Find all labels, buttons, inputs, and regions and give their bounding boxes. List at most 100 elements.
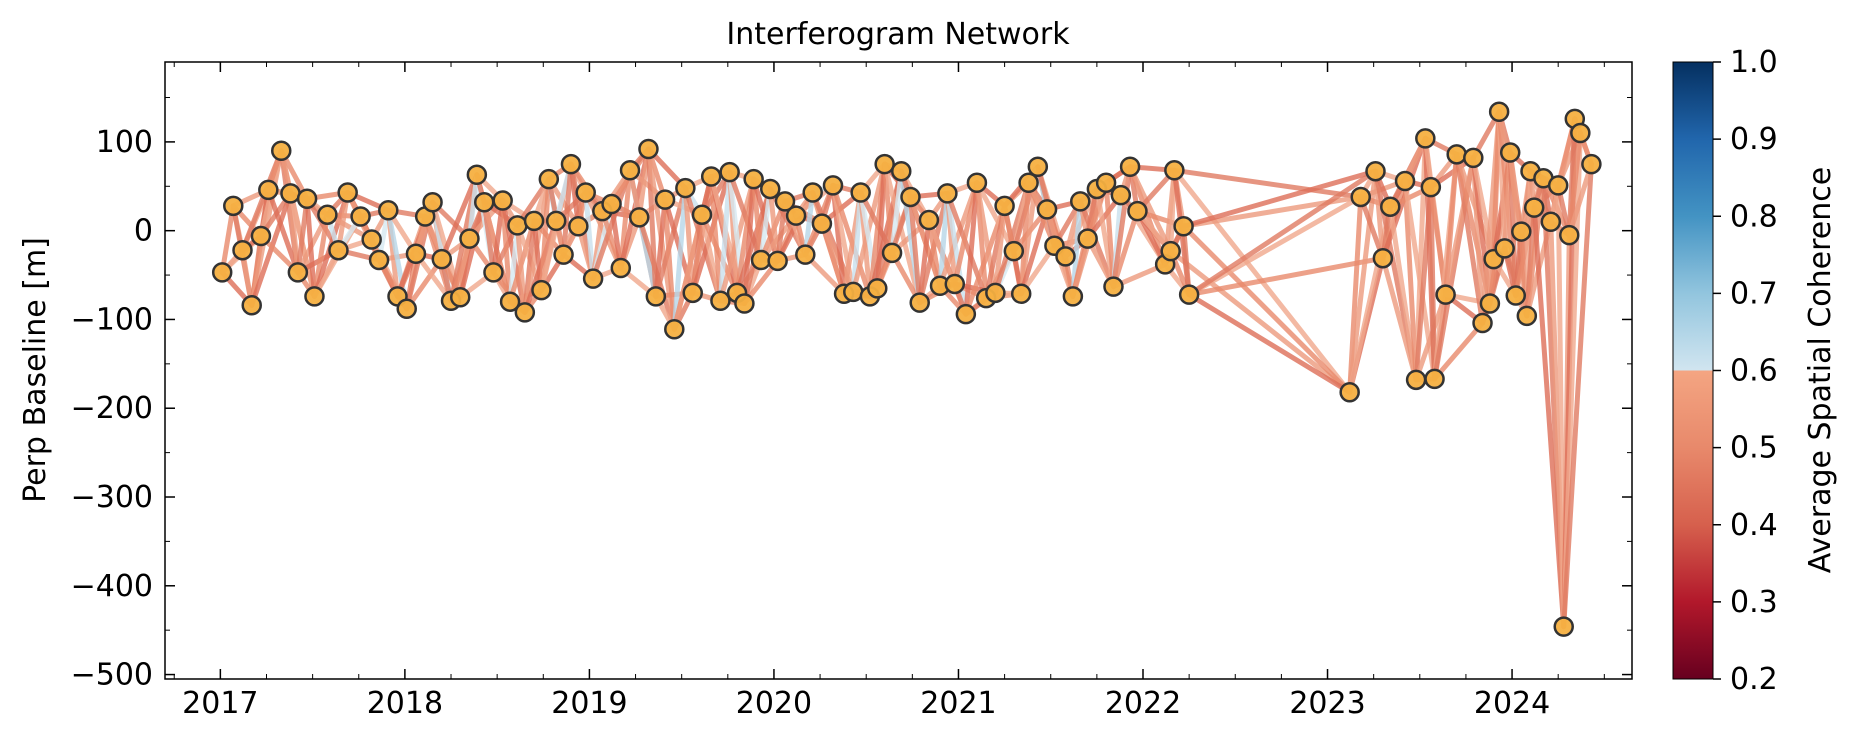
interferogram-link <box>1181 223 1353 395</box>
interferogram-link <box>653 197 668 299</box>
colorbar-tick-label: 0.2 <box>1730 662 1778 697</box>
acquisition-point <box>1559 224 1580 246</box>
acquisition-point <box>628 207 650 228</box>
acquisition-point <box>1036 199 1058 220</box>
acquisition-point <box>654 189 676 210</box>
acquisition-point <box>296 188 318 209</box>
acquisition-point <box>553 244 574 265</box>
acquisition-point <box>743 168 764 190</box>
acquisition-point <box>449 287 471 308</box>
interferogram-link <box>304 196 317 299</box>
acquisition-point <box>1581 153 1602 175</box>
acquisition-point <box>368 249 390 271</box>
acquisition-point <box>350 206 371 227</box>
acquisition-point <box>675 177 696 199</box>
interferogram-link <box>874 161 888 291</box>
acquisition-point <box>1365 160 1386 182</box>
interferogram-link <box>758 186 773 263</box>
interferogram-link <box>561 161 574 258</box>
x-axis-ticks: 2017 2018 2019 2020 2021 2022 2023 2024 <box>173 62 1605 721</box>
acquisition-point <box>1435 284 1456 305</box>
acquisition-point <box>531 279 552 301</box>
acquisition-point <box>258 179 279 201</box>
acquisition-point <box>1070 191 1091 212</box>
y-tick-label: 100 <box>96 125 153 160</box>
interferogram-link <box>751 176 764 263</box>
acquisition-point <box>691 204 713 225</box>
acquisition-point <box>1424 368 1445 390</box>
acquisition-point <box>795 244 816 265</box>
acquisition-point <box>700 166 722 187</box>
interferogram-link <box>1181 168 1379 229</box>
x-tick-label: 2024 <box>1474 686 1550 721</box>
acquisition-point <box>1178 284 1200 305</box>
acquisition-point <box>1516 305 1538 327</box>
interferogram-link <box>1428 184 1438 382</box>
acquisition-point <box>1103 276 1124 297</box>
interferogram-link <box>671 185 688 332</box>
acquisition-point <box>538 168 560 190</box>
acquisition-point <box>507 215 528 236</box>
acquisition-point <box>1350 186 1371 208</box>
acquisition-point <box>317 204 338 225</box>
acquisition-point <box>874 153 895 175</box>
interferogram-link <box>963 180 980 317</box>
acquisition-point <box>271 140 292 162</box>
interferogram-link <box>767 186 781 264</box>
acquisition-point <box>1339 382 1360 403</box>
acquisition-point <box>638 138 659 160</box>
colorbar-tick-label: 1.0 <box>1730 45 1778 80</box>
acquisition-point <box>1010 283 1032 304</box>
acquisition-point <box>396 298 417 320</box>
interferogram-link <box>1110 164 1133 290</box>
acquisition-point <box>241 294 262 316</box>
acquisition-point <box>850 182 871 203</box>
acquisition-point <box>378 200 399 221</box>
interferogram-link <box>583 190 596 282</box>
y-tick-label: −400 <box>71 569 153 604</box>
acquisition-point <box>881 242 903 264</box>
acquisition-point <box>900 186 921 208</box>
interferogram-link <box>1103 180 1116 290</box>
interferogram-link <box>850 190 864 295</box>
y-tick-label: −500 <box>71 658 153 693</box>
acquisition-point <box>473 192 495 213</box>
colorbar-tick-label: 0.8 <box>1730 199 1778 234</box>
colorbar-tick-label: 0.6 <box>1730 354 1778 389</box>
acquisition-point <box>575 182 596 203</box>
acquisition-point <box>710 290 731 312</box>
acquisition-points <box>211 101 1602 637</box>
interferogram-link <box>1186 255 1386 298</box>
acquisition-point <box>499 291 521 312</box>
acquisition-point <box>918 209 940 231</box>
colorbar <box>1672 61 1714 680</box>
acquisition-point <box>280 183 301 204</box>
colorbar-tick-label: 0.5 <box>1730 431 1778 466</box>
plot-frame <box>164 61 1633 680</box>
acquisition-point <box>1547 175 1569 196</box>
interferogram-link <box>609 201 624 271</box>
acquisition-point <box>867 278 888 299</box>
acquisition-point <box>1553 616 1574 637</box>
acquisition-point <box>966 172 988 193</box>
acquisition-point <box>1062 286 1084 307</box>
acquisition-point <box>843 281 864 303</box>
acquisition-point <box>1027 156 1049 178</box>
acquisition-point <box>466 164 488 185</box>
interferogram-link <box>699 212 740 296</box>
x-tick-label: 2020 <box>736 686 812 721</box>
acquisition-point <box>1160 240 1181 262</box>
colorbar-tick-label: 0.7 <box>1730 276 1778 311</box>
acquisition-point <box>1540 211 1562 233</box>
acquisition-point <box>568 215 589 237</box>
interferogram-link <box>1168 248 1353 395</box>
acquisition-point <box>610 257 632 279</box>
interferogram-link <box>1110 208 1140 290</box>
interferogram-link <box>265 187 301 275</box>
acquisition-point <box>1446 144 1467 165</box>
acquisition-point <box>955 303 977 325</box>
acquisition-point <box>937 183 958 204</box>
acquisition-point <box>1095 172 1117 193</box>
interferogram-link <box>944 190 969 317</box>
